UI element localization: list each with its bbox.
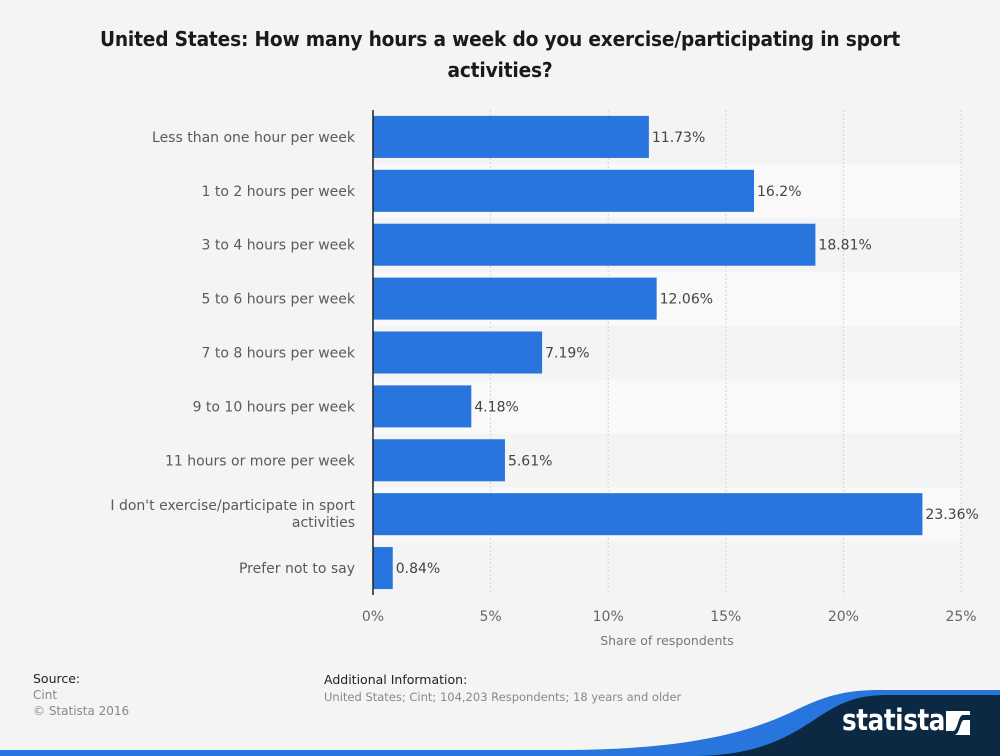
x-tick-labels: 0% 5% 10% 15% 20% 25% (362, 609, 977, 625)
bar[interactable] (373, 223, 816, 266)
value-labels: 11.73% 16.2% 18.81% 12.06% 7.19% 4.18% 5.61% 23… (396, 130, 979, 577)
bar[interactable] (373, 331, 543, 374)
value-label: 11.73% (652, 130, 705, 146)
x-tick-label: 20% (828, 609, 859, 625)
source-text: Cint © Statista 2016 (33, 687, 129, 719)
category-label: 7 to 8 hours per week (201, 346, 355, 362)
bar[interactable] (373, 115, 649, 158)
copyright: © Statista 2016 (33, 704, 130, 718)
bar[interactable] (373, 547, 393, 590)
bar-chart: Less than one hour per week 1 to 2 hours … (110, 110, 979, 648)
bar[interactable] (373, 385, 472, 428)
x-tick-label: 25% (945, 609, 976, 625)
bar[interactable] (373, 493, 923, 536)
category-label: 11 hours or more per week (165, 453, 356, 469)
value-label: 16.2% (757, 184, 801, 200)
statista-logo-icon (946, 711, 970, 735)
value-label: 4.18% (474, 399, 518, 415)
category-label: 3 to 4 hours per week (201, 238, 355, 254)
value-label: 0.84% (396, 561, 440, 577)
chart-title: United States: How many hours a week do … (99, 27, 901, 82)
bars (373, 115, 923, 590)
footer-dark-wave (690, 695, 1000, 756)
value-label: 7.19% (545, 346, 589, 362)
source-name: Cint (33, 688, 58, 702)
category-labels: Less than one hour per week 1 to 2 hours … (110, 130, 355, 577)
x-tick-label: 0% (362, 609, 384, 625)
value-label: 23.36% (925, 507, 978, 523)
x-tick-label: 5% (479, 609, 501, 625)
statista-logo-text[interactable]: statista (842, 703, 946, 737)
category-label: I don't exercise/participate in sport act… (110, 498, 355, 531)
category-label: 9 to 10 hours per week (193, 399, 356, 415)
category-label: 5 to 6 hours per week (201, 292, 355, 308)
source-heading: Source: (33, 671, 81, 686)
value-label: 5.61% (508, 453, 552, 469)
category-label: 1 to 2 hours per week (201, 184, 355, 200)
footer-band (0, 690, 1000, 756)
footer-blue-wave (0, 690, 1000, 756)
value-label: 18.81% (818, 238, 871, 254)
category-label: Prefer not to say (239, 561, 355, 577)
bar[interactable] (373, 277, 657, 320)
bar[interactable] (373, 439, 505, 482)
category-label: Less than one hour per week (152, 130, 356, 146)
additional-info-text: United States; Cint; 104,203 Respondents… (324, 690, 682, 704)
additional-info-heading: Additional Information: (324, 672, 468, 687)
value-label: 12.06% (660, 292, 713, 308)
bar[interactable] (373, 169, 755, 212)
x-tick-label: 10% (593, 609, 624, 625)
x-tick-label: 15% (710, 609, 741, 625)
x-axis-title: Share of respondents (600, 633, 734, 648)
